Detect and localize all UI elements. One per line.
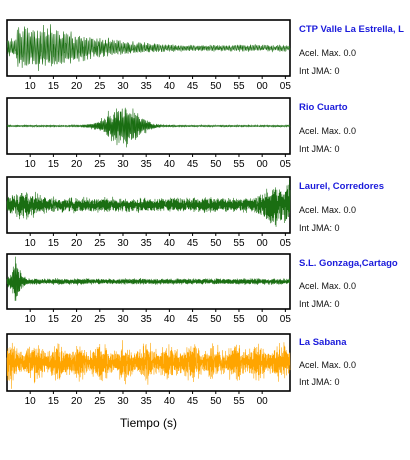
x-tick-label: 15: [48, 396, 60, 407]
x-tick-label: 55: [233, 81, 245, 92]
int-jma-5: Int JMA: 0: [299, 377, 340, 387]
x-tick-label: 10: [25, 314, 37, 325]
x-tick-label: 50: [210, 396, 222, 407]
x-tick-label: 30: [117, 396, 129, 407]
x-tick-label: 55: [233, 238, 245, 249]
x-tick-label: 10: [25, 238, 37, 249]
waveform-trace: [6, 340, 291, 389]
x-tick-label: 40: [164, 81, 176, 92]
station-name-3: Laurel, Corredores: [299, 181, 384, 192]
waveform-trace: [6, 179, 291, 227]
x-tick-label: 15: [48, 81, 60, 92]
x-tick-label: 40: [164, 159, 176, 170]
x-tick-label: 25: [94, 238, 106, 249]
x-tick-label: 25: [94, 396, 106, 407]
x-tick-label: 25: [94, 81, 106, 92]
x-tick-label: 35: [141, 81, 153, 92]
acel-max-4: Acel. Max. 0.0: [299, 281, 357, 291]
x-tick-label: 50: [210, 314, 222, 325]
x-tick-label: 55: [233, 314, 245, 325]
int-jma-1: Int JMA: 0: [299, 66, 340, 76]
x-tick-label: 00: [257, 396, 269, 407]
x-tick-label: 00: [257, 238, 269, 249]
x-tick-label: 30: [117, 238, 129, 249]
x-tick-label: 45: [187, 159, 199, 170]
acel-max-3: Acel. Max. 0.0: [299, 205, 357, 215]
x-tick-label: 00: [257, 314, 269, 325]
x-tick-label: 35: [141, 396, 153, 407]
int-jma-2: Int JMA: 0: [299, 144, 340, 154]
station-name-5: La Sabana: [299, 337, 347, 348]
x-tick-label: 55: [233, 159, 245, 170]
x-tick-label: 45: [187, 396, 199, 407]
acel-max-1: Acel. Max. 0.0: [299, 48, 357, 58]
x-tick-label: 05: [280, 159, 292, 170]
x-tick-label: 40: [164, 238, 176, 249]
x-tick-label: 25: [94, 159, 106, 170]
x-tick-label: 15: [48, 314, 60, 325]
x-tick-label: 05: [280, 81, 292, 92]
x-tick-label: 25: [94, 314, 106, 325]
x-tick-label: 20: [71, 238, 83, 249]
station-name-2: Rio Cuarto: [299, 102, 348, 113]
x-tick-label: 20: [71, 314, 83, 325]
x-tick-label: 15: [48, 159, 60, 170]
x-tick-label: 05: [280, 238, 292, 249]
x-tick-label: 30: [117, 81, 129, 92]
x-tick-label: 30: [117, 159, 129, 170]
x-tick-label: 35: [141, 314, 153, 325]
x-tick-label: 40: [164, 314, 176, 325]
x-tick-label: 05: [280, 314, 292, 325]
x-tick-label: 15: [48, 238, 60, 249]
x-tick-label: 10: [25, 81, 37, 92]
x-tick-label: 55: [233, 396, 245, 407]
x-tick-label: 10: [25, 396, 37, 407]
x-tick-label: 50: [210, 159, 222, 170]
int-jma-3: Int JMA: 0: [299, 223, 340, 233]
x-tick-label: 45: [187, 81, 199, 92]
x-tick-label: 45: [187, 238, 199, 249]
x-tick-label: 10: [25, 159, 37, 170]
acel-max-5: Acel. Max. 0.0: [299, 360, 357, 370]
int-jma-4: Int JMA: 0: [299, 299, 340, 309]
x-tick-label: 35: [141, 159, 153, 170]
x-tick-label: 40: [164, 396, 176, 407]
acel-max-2: Acel. Max. 0.0: [299, 126, 357, 136]
x-tick-label: 20: [71, 396, 83, 407]
x-tick-label: 00: [257, 81, 269, 92]
station-name-1: CTP Valle La Estrella, L: [299, 24, 404, 35]
waveform-trace: [6, 107, 291, 148]
x-tick-label: 20: [71, 81, 83, 92]
x-axis-label: Tiempo (s): [120, 416, 177, 430]
waveform-trace: [6, 256, 291, 301]
x-tick-label: 20: [71, 159, 83, 170]
x-tick-label: 30: [117, 314, 129, 325]
waveform-trace: [6, 24, 291, 72]
x-tick-label: 45: [187, 314, 199, 325]
x-tick-label: 50: [210, 81, 222, 92]
x-tick-label: 00: [257, 159, 269, 170]
x-tick-label: 35: [141, 238, 153, 249]
x-tick-label: 50: [210, 238, 222, 249]
station-name-4: S.L. Gonzaga,Cartago: [299, 258, 398, 269]
